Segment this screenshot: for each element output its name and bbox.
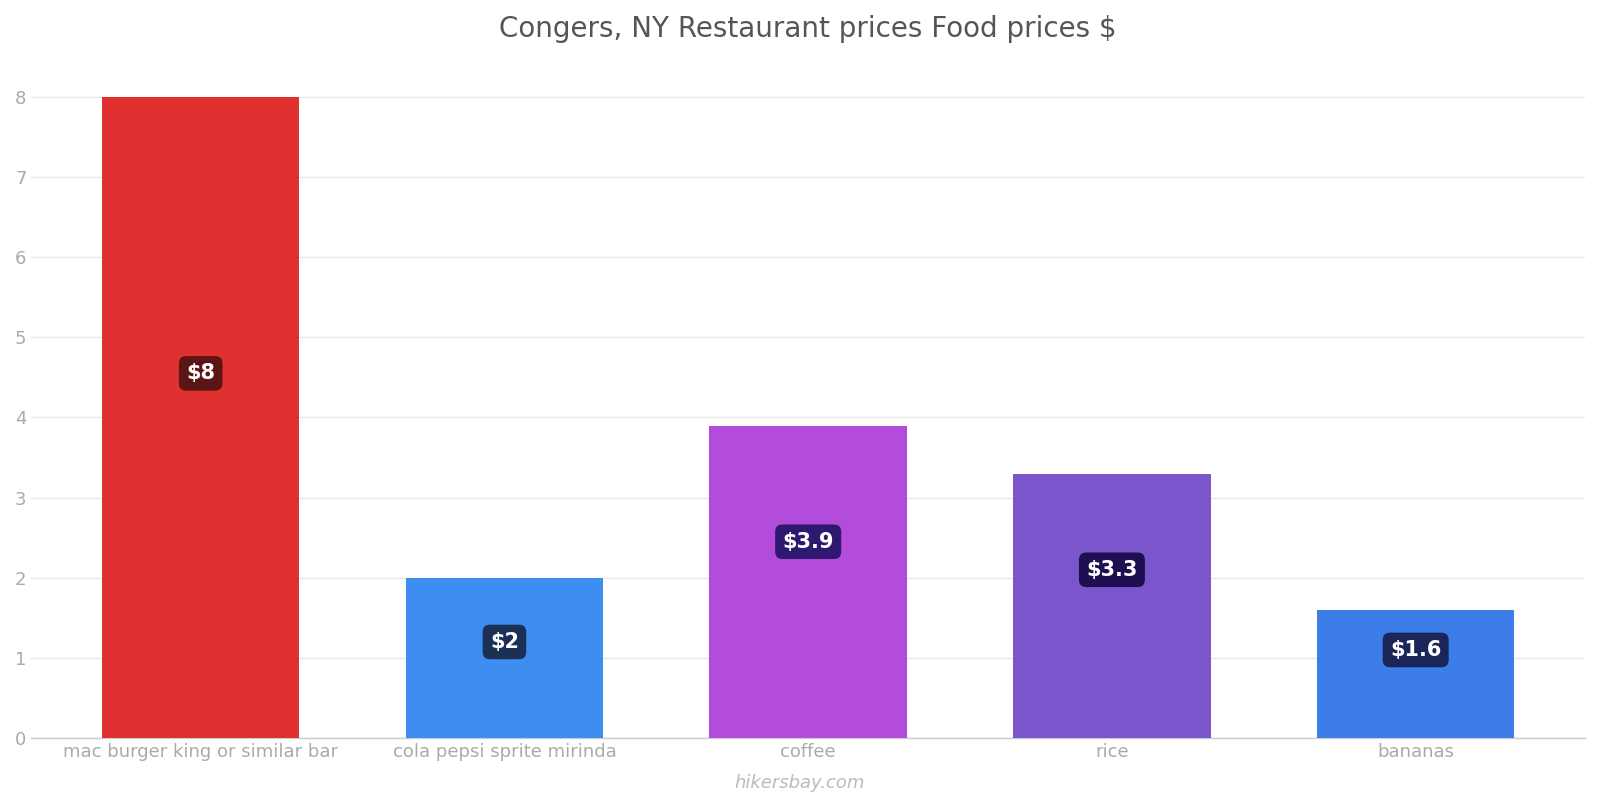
Text: $3.3: $3.3 [1086, 560, 1138, 580]
Text: $1.6: $1.6 [1390, 640, 1442, 660]
Bar [1013, 474, 1211, 738]
Bar [1317, 610, 1514, 738]
Text: hikersbay.com: hikersbay.com [734, 774, 866, 792]
Text: $3.9: $3.9 [782, 532, 834, 552]
Title: Congers, NY Restaurant prices Food prices $: Congers, NY Restaurant prices Food price… [499, 15, 1117, 43]
Bar [102, 97, 299, 738]
Bar [709, 426, 907, 738]
Bar [406, 578, 603, 738]
Text: $8: $8 [186, 363, 214, 383]
Text: $2: $2 [490, 632, 518, 652]
